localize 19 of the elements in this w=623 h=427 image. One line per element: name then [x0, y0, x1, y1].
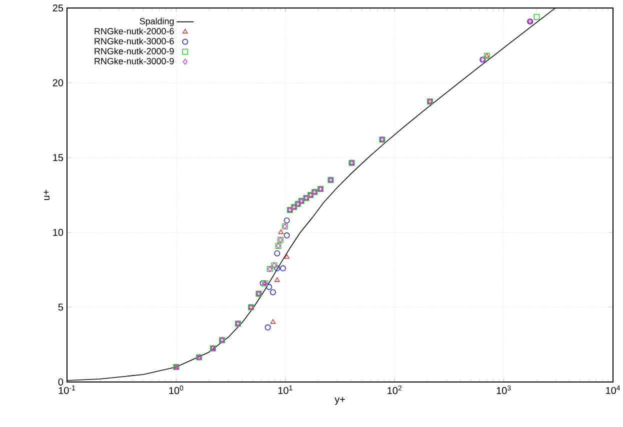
- legend-label: RNGke-nutk-2000-9: [94, 48, 174, 54]
- x-axis-title: y+: [334, 396, 345, 405]
- y-tick-label: 5: [58, 304, 64, 311]
- x-tick-label: 10$^{1}$: [278, 386, 292, 394]
- y-axis-title: u+: [44, 190, 50, 200]
- y-tick-label: 0: [58, 378, 64, 386]
- legend-label: RNGke-nutk-2000-6: [94, 28, 174, 34]
- x-tick-label: 10$^{-1}$: [58, 386, 76, 394]
- x-tick-label: 10$^{4}$: [606, 386, 620, 394]
- y-tick-label: 20: [52, 79, 64, 86]
- y-tick-label: 10: [53, 228, 64, 236]
- x-tick-label: 10$^{2}$: [388, 386, 402, 394]
- y-tick-label: 15: [53, 154, 64, 162]
- y-tick-label: 25: [52, 4, 64, 12]
- legend-label: RNGke-nutk-3000-6: [94, 38, 174, 44]
- legend-label: Spalding: [140, 18, 174, 26]
- x-tick-label: 10$^{0}$: [169, 386, 184, 394]
- x-tick-label: 10$^{3}$: [496, 386, 511, 394]
- legend-label: RNGke-nutk-3000-9: [94, 58, 174, 64]
